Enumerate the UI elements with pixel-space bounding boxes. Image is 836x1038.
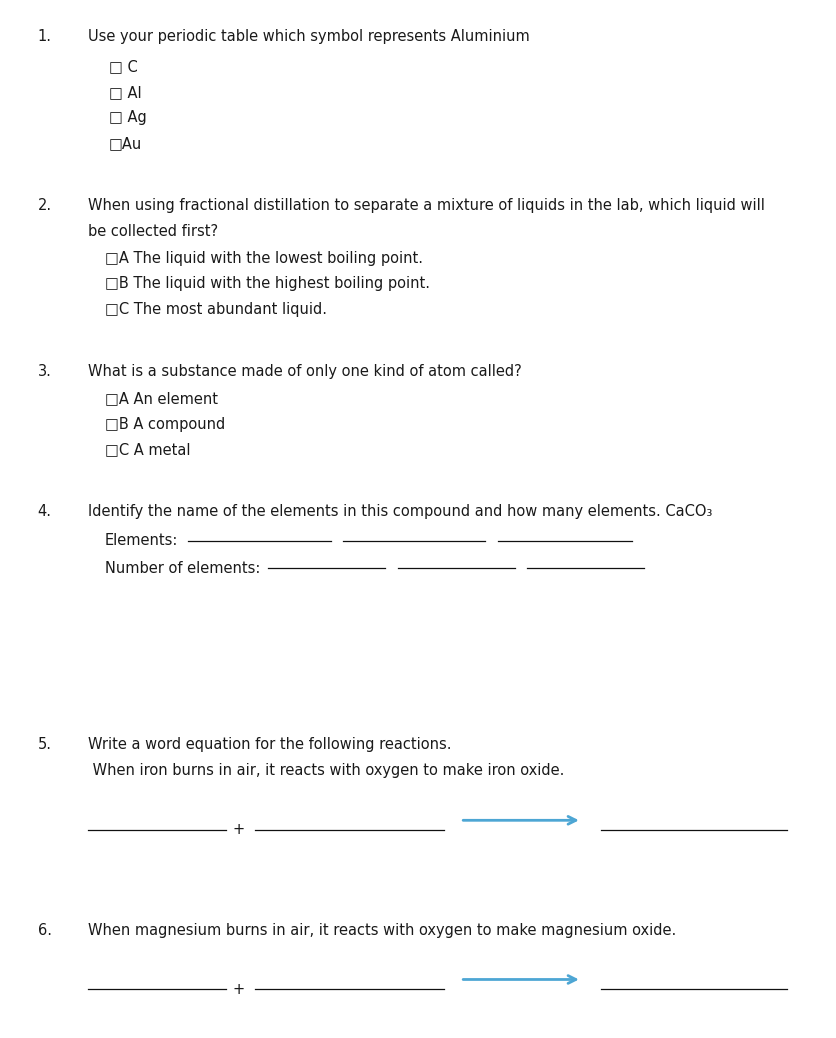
Text: 3.: 3. [38,363,52,379]
Text: 6.: 6. [38,923,52,937]
Text: □A An element: □A An element [104,391,217,406]
Text: 1.: 1. [38,29,52,44]
Text: 4.: 4. [38,504,52,519]
Text: □Au: □Au [109,136,142,151]
Text: □B The liquid with the highest boiling point.: □B The liquid with the highest boiling p… [104,276,429,291]
Text: When using fractional distillation to separate a mixture of liquids in the lab, : When using fractional distillation to se… [88,198,764,213]
Text: 5.: 5. [38,737,52,752]
Text: +: + [232,822,244,838]
Text: +: + [232,982,244,996]
Text: Elements:: Elements: [104,534,178,548]
Text: □ Ag: □ Ag [109,110,146,126]
Text: When iron burns in air, it reacts with oxygen to make iron oxide.: When iron burns in air, it reacts with o… [88,764,563,778]
Text: Use your periodic table which symbol represents Aluminium: Use your periodic table which symbol rep… [88,29,529,44]
Text: □ Al: □ Al [109,85,141,100]
Text: be collected first?: be collected first? [88,224,217,239]
Text: 2.: 2. [38,198,52,213]
Text: □B A compound: □B A compound [104,416,225,432]
Text: What is a substance made of only one kind of atom called?: What is a substance made of only one kin… [88,363,521,379]
Text: Identify the name of the elements in this compound and how many elements. CaCO₃: Identify the name of the elements in thi… [88,504,711,519]
Text: Number of elements:: Number of elements: [104,562,260,576]
Text: When magnesium burns in air, it reacts with oxygen to make magnesium oxide.: When magnesium burns in air, it reacts w… [88,923,675,937]
Text: □C The most abundant liquid.: □C The most abundant liquid. [104,302,326,317]
Text: □C A metal: □C A metal [104,442,190,457]
Text: □ C: □ C [109,59,137,75]
Text: □A The liquid with the lowest boiling point.: □A The liquid with the lowest boiling po… [104,251,422,266]
Text: Write a word equation for the following reactions.: Write a word equation for the following … [88,737,451,752]
